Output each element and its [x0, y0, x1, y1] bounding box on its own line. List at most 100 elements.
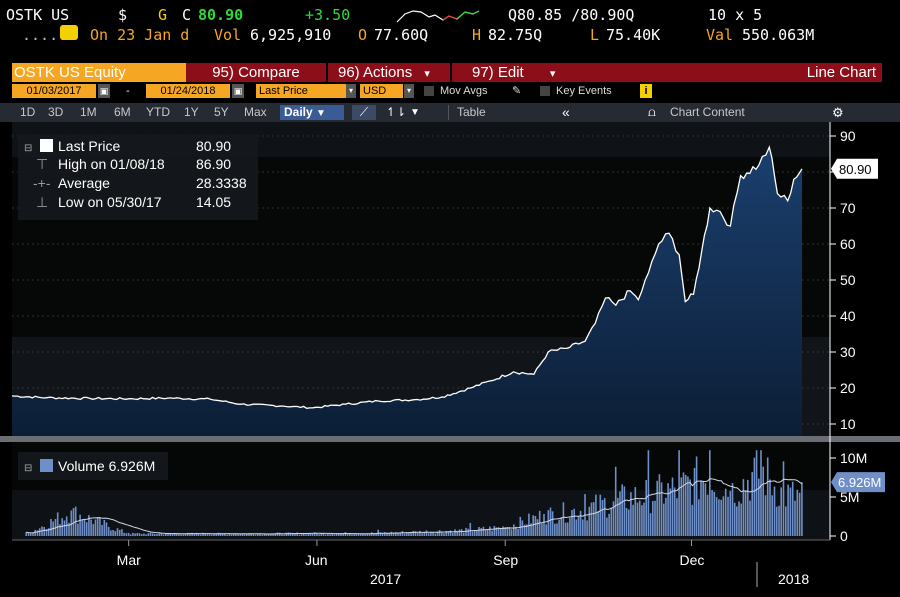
- compare-button[interactable]: 95) Compare: [186, 63, 326, 82]
- ticker[interactable]: OSTK US: [6, 6, 70, 24]
- range-5y[interactable]: 5Y: [214, 105, 229, 119]
- volume-bar: [173, 533, 176, 536]
- volume-bar: [101, 525, 103, 536]
- chevron-down-icon[interactable]: ▼: [410, 107, 420, 118]
- range-1d[interactable]: 1D: [20, 105, 36, 119]
- volume-bar: [359, 534, 362, 536]
- sort-icon[interactable]: ↿⇂: [386, 105, 407, 119]
- range-ytd[interactable]: YTD: [146, 105, 170, 119]
- calendar-icon[interactable]: ▣: [232, 84, 244, 98]
- collapse-legend-icon[interactable]: ⊟: [24, 463, 32, 474]
- chevron-down-icon[interactable]: ▾: [404, 84, 414, 98]
- range-1m[interactable]: 1M: [80, 105, 97, 119]
- field-select[interactable]: Last Price: [256, 84, 347, 98]
- mov-avgs-label: Mov Avgs: [440, 85, 488, 97]
- volume-legend[interactable]: ⊟ Volume 6.926M: [18, 452, 168, 480]
- volume-bar: [445, 530, 447, 536]
- volume-average-line: [26, 478, 803, 535]
- volume-bar: [267, 534, 270, 536]
- x-tick-label: Mar: [117, 552, 141, 568]
- chevron-down-icon: ▼: [316, 108, 326, 119]
- volume-bar: [366, 533, 369, 536]
- news-icon[interactable]: [60, 25, 78, 40]
- volume-bar: [497, 527, 500, 536]
- volume-bar: [202, 532, 204, 536]
- year-label: 2018: [778, 571, 809, 587]
- key-events-checkbox[interactable]: [540, 86, 550, 96]
- start-date-input[interactable]: 01/03/2017: [12, 84, 96, 98]
- volume-bar: [403, 533, 406, 536]
- currency-select[interactable]: USD: [360, 84, 403, 98]
- volume-bar: [129, 534, 132, 536]
- gear-icon[interactable]: ⚙: [832, 105, 844, 120]
- period-select[interactable]: Daily ▼: [280, 105, 344, 120]
- chart-content-button[interactable]: Chart Content: [670, 105, 745, 119]
- range-max[interactable]: Max: [244, 105, 267, 119]
- volume-bar: [283, 534, 285, 536]
- edit-button[interactable]: 97) Edit ▾: [452, 63, 580, 82]
- volume-bar: [381, 533, 384, 536]
- volume-bar: [551, 511, 554, 536]
- calendar-icon[interactable]: ▣: [98, 84, 110, 98]
- volume-bar: [140, 534, 143, 536]
- volume-bar: [77, 523, 79, 536]
- volume-bar: [410, 533, 412, 536]
- volume-bar: [346, 534, 349, 536]
- volume-bar: [197, 533, 200, 536]
- collapse-legend-icon[interactable]: ⊟: [24, 143, 32, 154]
- volume-bar: [357, 533, 360, 536]
- chevron-down-icon[interactable]: ▾: [346, 84, 356, 98]
- chart-type-title: Line Chart: [562, 63, 882, 82]
- volume-bar: [427, 533, 430, 536]
- volume-bar: [342, 533, 344, 536]
- range-3d[interactable]: 3D: [48, 105, 64, 119]
- volume-bar: [263, 533, 266, 536]
- volume-bar: [397, 532, 399, 536]
- table-button[interactable]: Table: [448, 105, 486, 120]
- volume-bar: [169, 533, 171, 536]
- volume-bar: [673, 487, 676, 536]
- volume-bar: [353, 534, 355, 536]
- volume-bar: [338, 533, 340, 536]
- info-icon[interactable]: i: [640, 84, 652, 98]
- chart-content-icon[interactable]: ⩍: [648, 105, 656, 119]
- volume-bar: [704, 483, 707, 536]
- volume-bar: [362, 533, 364, 536]
- volume-bar: [443, 533, 445, 536]
- volume-bar: [794, 500, 796, 536]
- actions-button[interactable]: 96) Actions ▾: [328, 63, 450, 82]
- price-legend[interactable]: ⊟ Last Price 80.90 ⊤ High on 01/08/18 86…: [18, 134, 258, 220]
- volume-bar: [486, 529, 489, 536]
- volume-bar: [634, 487, 637, 536]
- security-field[interactable]: OSTK US Equity: [12, 63, 186, 82]
- volume-bar: [432, 532, 434, 536]
- currency: $: [118, 6, 128, 24]
- pane-divider[interactable]: [0, 436, 900, 442]
- volume-bar: [132, 532, 134, 536]
- volume-bar: [232, 533, 235, 536]
- volume-bar: [684, 475, 687, 536]
- range-6m[interactable]: 6M: [114, 105, 131, 119]
- mov-avgs-checkbox[interactable]: [424, 86, 434, 96]
- pencil-icon[interactable]: ✎: [512, 85, 522, 97]
- end-date-input[interactable]: 01/24/2018: [146, 84, 230, 98]
- volume-bar: [296, 532, 298, 536]
- line-chart-icon[interactable]: ⟋: [352, 105, 376, 120]
- volume-bar: [329, 534, 331, 536]
- volume-bar: [504, 527, 506, 536]
- volume-bar: [38, 528, 41, 536]
- volume-bar: [747, 479, 749, 536]
- volume-bar: [532, 515, 534, 536]
- volume-bar: [154, 534, 156, 536]
- volume-bar: [83, 519, 86, 536]
- volume-bar: [588, 506, 591, 536]
- collapse-icon[interactable]: «: [562, 104, 570, 120]
- volume-bar: [349, 533, 351, 536]
- volume-bar: [307, 533, 309, 536]
- volume-bar: [789, 487, 792, 536]
- volume-bar: [254, 534, 257, 536]
- volume-bar: [395, 532, 397, 536]
- volume-bar: [311, 533, 314, 536]
- range-1y[interactable]: 1Y: [184, 105, 199, 119]
